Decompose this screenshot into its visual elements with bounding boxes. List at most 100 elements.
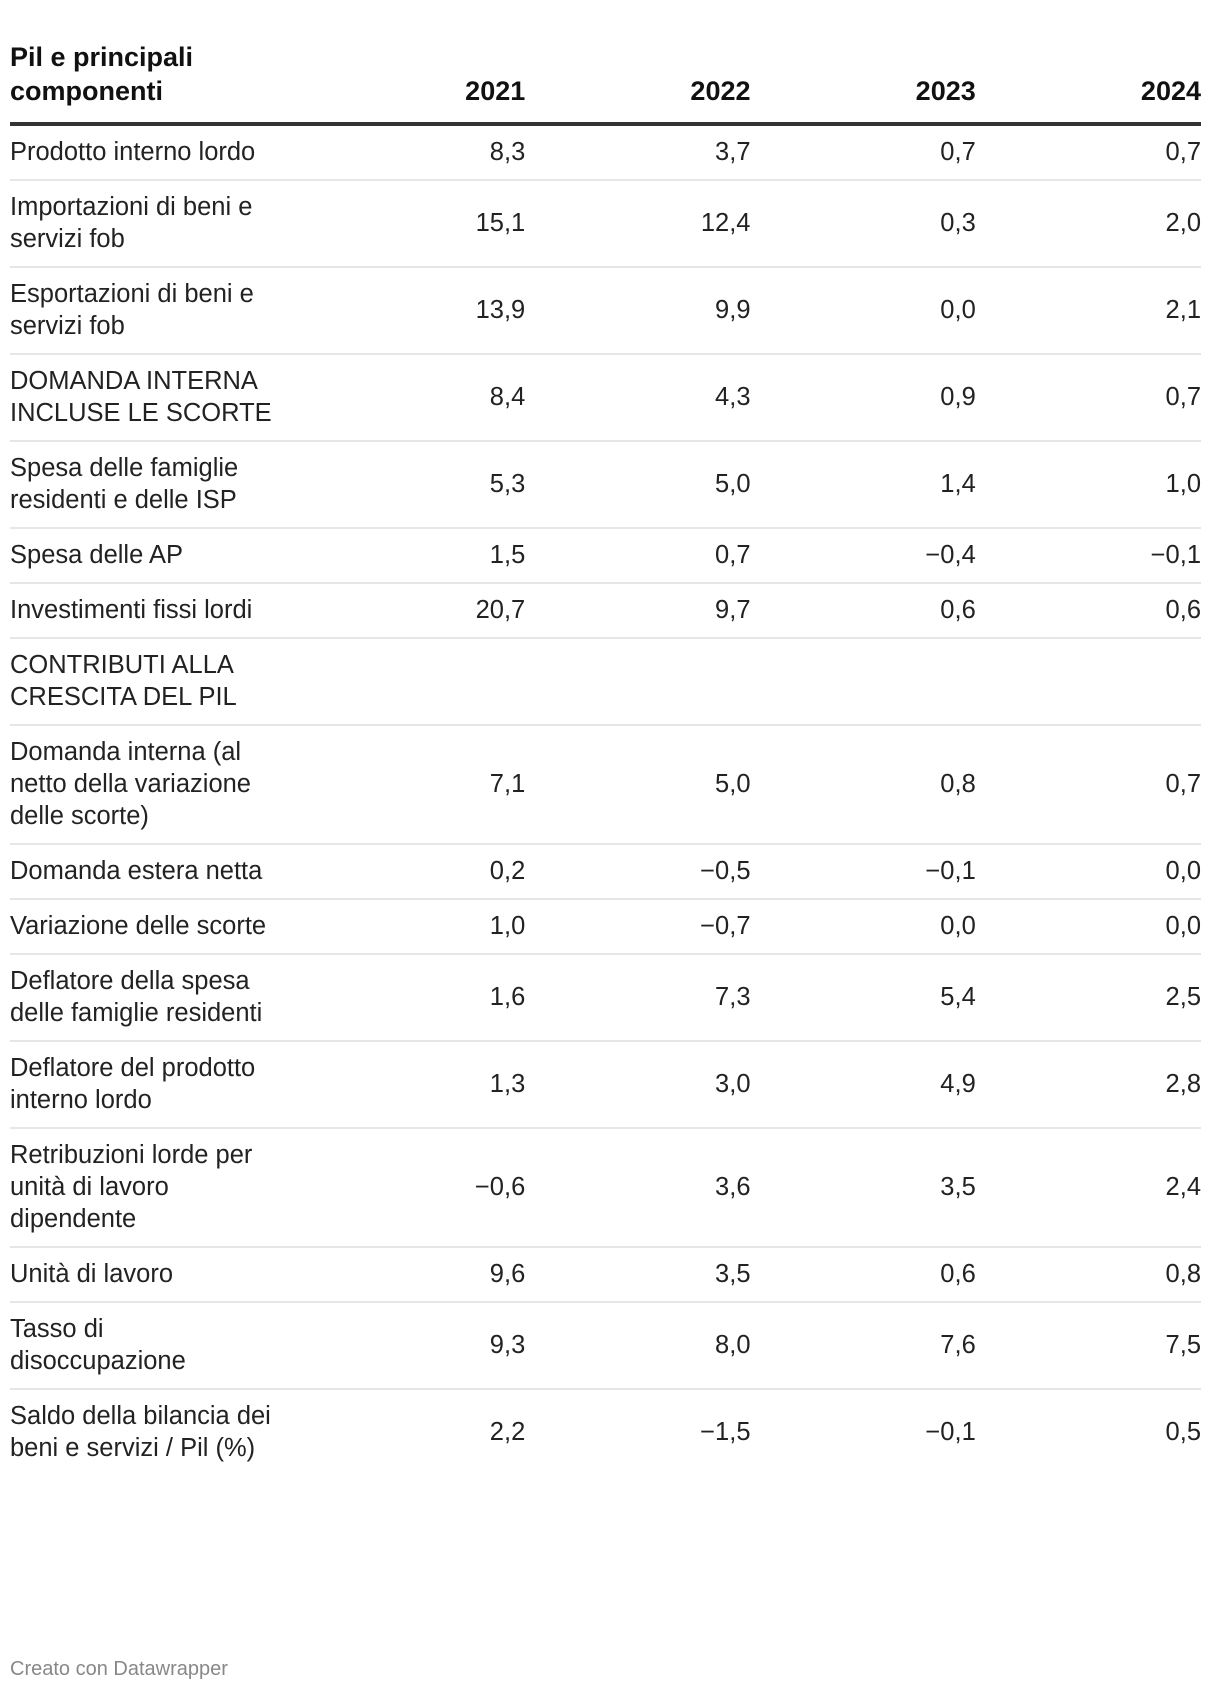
- table-row: DOMANDA INTERNA INCLUSE LE SCORTE 8,4 4,3 0…: [10, 354, 1201, 442]
- cell-value: 2,1: [975, 267, 1201, 355]
- cell-value: 0,6: [975, 583, 1201, 639]
- cell-value: 5,0: [525, 725, 751, 845]
- table-row: Importazioni di beni e servizi fob 15,1 12…: [10, 180, 1201, 268]
- cell-value: 0,0: [750, 899, 976, 955]
- cell-value: 8,3: [300, 124, 526, 181]
- cell-value: −0,1: [975, 528, 1201, 584]
- row-label: Domanda estera netta: [10, 844, 300, 900]
- cell-value: 2,8: [975, 1041, 1201, 1129]
- cell-value: 1,6: [300, 954, 526, 1042]
- row-label: Retribuzioni lorde per unità di lavoro d…: [10, 1128, 300, 1248]
- row-label: DOMANDA INTERNA INCLUSE LE SCORTE: [10, 354, 300, 442]
- cell-value: [525, 638, 751, 726]
- column-header-year: 2024: [975, 40, 1201, 126]
- cell-value: 2,4: [975, 1128, 1201, 1248]
- table-row: Domanda interna (al netto della variazio…: [10, 725, 1201, 845]
- cell-value: 3,5: [750, 1128, 976, 1248]
- row-label: Esportazioni di beni e servizi fob: [10, 267, 300, 355]
- cell-value: 2,5: [975, 954, 1201, 1042]
- cell-value: 0,9: [750, 354, 976, 442]
- cell-value: 1,3: [300, 1041, 526, 1129]
- table-row: Spesa delle AP 1,5 0,7 −0,4 −0,1: [10, 528, 1201, 584]
- cell-value: 7,1: [300, 725, 526, 845]
- row-label: Tasso di disoccupazione: [10, 1302, 300, 1390]
- row-label: Saldo della bilancia dei beni e servizi …: [10, 1402, 271, 1462]
- cell-value: 2,0: [975, 180, 1201, 268]
- cell-value: [750, 638, 976, 726]
- cell-value: 4,3: [525, 354, 751, 442]
- cell-value: 3,6: [525, 1128, 751, 1248]
- cell-value: 0,8: [750, 725, 976, 845]
- cell-value: 0,7: [975, 124, 1201, 181]
- cell-value: [975, 638, 1201, 726]
- cell-value: 1,4: [750, 441, 976, 529]
- cell-value: 0,8: [975, 1247, 1201, 1303]
- table-row: Domanda estera netta 0,2 −0,5 −0,1 0,0: [10, 844, 1201, 900]
- cell-value: 0,7: [525, 528, 751, 584]
- table-row: Spesa delle famiglie residenti e delle I…: [10, 441, 1201, 529]
- cell-value: 0,3: [750, 180, 976, 268]
- cell-value: 9,3: [300, 1302, 526, 1390]
- cell-value: −0,7: [525, 899, 751, 955]
- table-row: Unità di lavoro 9,6 3,5 0,6 0,8: [10, 1247, 1201, 1303]
- cell-value: −0,1: [925, 1418, 976, 1446]
- cell-value: 5,0: [525, 441, 751, 529]
- table-row: Saldo della bilancia dei beni e servizi …: [10, 1389, 1201, 1475]
- row-label: Prodotto interno lordo: [10, 124, 300, 181]
- footer-credit: Creato con Datawrapper: [10, 1658, 228, 1680]
- table-row: Deflatore del prodotto interno lordo 1,3 3…: [10, 1041, 1201, 1129]
- cell-value: 3,0: [525, 1041, 751, 1129]
- cell-value: 5,3: [300, 441, 526, 529]
- table-row: Retribuzioni lorde per unità di lavoro d…: [10, 1128, 1201, 1248]
- row-label: Spesa delle famiglie residenti e delle I…: [10, 441, 300, 529]
- cell-value: 15,1: [300, 180, 526, 268]
- table-row: Prodotto interno lordo 8,3 3,7 0,7 0,7: [10, 124, 1201, 181]
- table-row: CONTRIBUTI ALLA CRESCITA DEL PIL: [10, 638, 1201, 726]
- column-header-year: 2023: [750, 40, 976, 126]
- cell-value: 3,5: [525, 1247, 751, 1303]
- row-label: Domanda interna (al netto della variazio…: [10, 725, 300, 845]
- cell-value: 2,2: [489, 1418, 526, 1446]
- cell-value: 9,7: [525, 583, 751, 639]
- cell-value: 0,0: [975, 899, 1201, 955]
- table-row: Deflatore della spesa delle famiglie res…: [10, 954, 1201, 1042]
- column-header-label: Pil e principali componenti: [10, 40, 300, 126]
- cell-value: 8,0: [525, 1302, 751, 1390]
- cell-value: 7,5: [975, 1302, 1201, 1390]
- cell-value: −0,1: [750, 844, 976, 900]
- row-label: Spesa delle AP: [10, 528, 300, 584]
- cell-value: 4,9: [750, 1041, 976, 1129]
- cell-value: 0,6: [750, 1247, 976, 1303]
- row-label: Investimenti fissi lordi: [10, 583, 300, 639]
- cell-value: 1,5: [300, 528, 526, 584]
- cell-value: 0,7: [750, 124, 976, 181]
- row-label: CONTRIBUTI ALLA CRESCITA DEL PIL: [10, 638, 300, 726]
- table-row: Esportazioni di beni e servizi fob 13,9 9,…: [10, 267, 1201, 355]
- cell-value: [300, 638, 526, 726]
- cell-value: −0,4: [750, 528, 976, 584]
- cell-value: 5,4: [750, 954, 976, 1042]
- gdp-components-table: Pil e principali componenti 2021 2022 2023 2…: [10, 40, 1201, 1475]
- cell-value: 13,9: [300, 267, 526, 355]
- cell-value: −0,5: [525, 844, 751, 900]
- cell-value: 0,6: [750, 583, 976, 639]
- row-label: Unità di lavoro: [10, 1247, 300, 1303]
- cell-value: 9,6: [300, 1247, 526, 1303]
- row-label: Importazioni di beni e servizi fob: [10, 180, 300, 268]
- row-label: Variazione delle scorte: [10, 899, 300, 955]
- table-header-row: Pil e principali componenti 2021 2022 2023 2…: [10, 40, 1201, 126]
- cell-value: −0,6: [300, 1128, 526, 1248]
- cell-value: 3,7: [525, 124, 751, 181]
- cell-value: 1,0: [300, 899, 526, 955]
- cell-value: 0,2: [300, 844, 526, 900]
- column-header-year: 2022: [525, 40, 751, 126]
- row-label: Deflatore del prodotto interno lordo: [10, 1041, 300, 1129]
- table-row: Investimenti fissi lordi 20,7 9,7 0,6 0,6: [10, 583, 1201, 639]
- cell-value: 9,9: [525, 267, 751, 355]
- row-label: Deflatore della spesa delle famiglie res…: [10, 954, 300, 1042]
- cell-value: 1,0: [975, 441, 1201, 529]
- table-row: Tasso di disoccupazione 9,3 8,0 7,6 7,5: [10, 1302, 1201, 1390]
- cell-value: 7,6: [750, 1302, 976, 1390]
- cell-value: 7,3: [525, 954, 751, 1042]
- cell-value: 8,4: [300, 354, 526, 442]
